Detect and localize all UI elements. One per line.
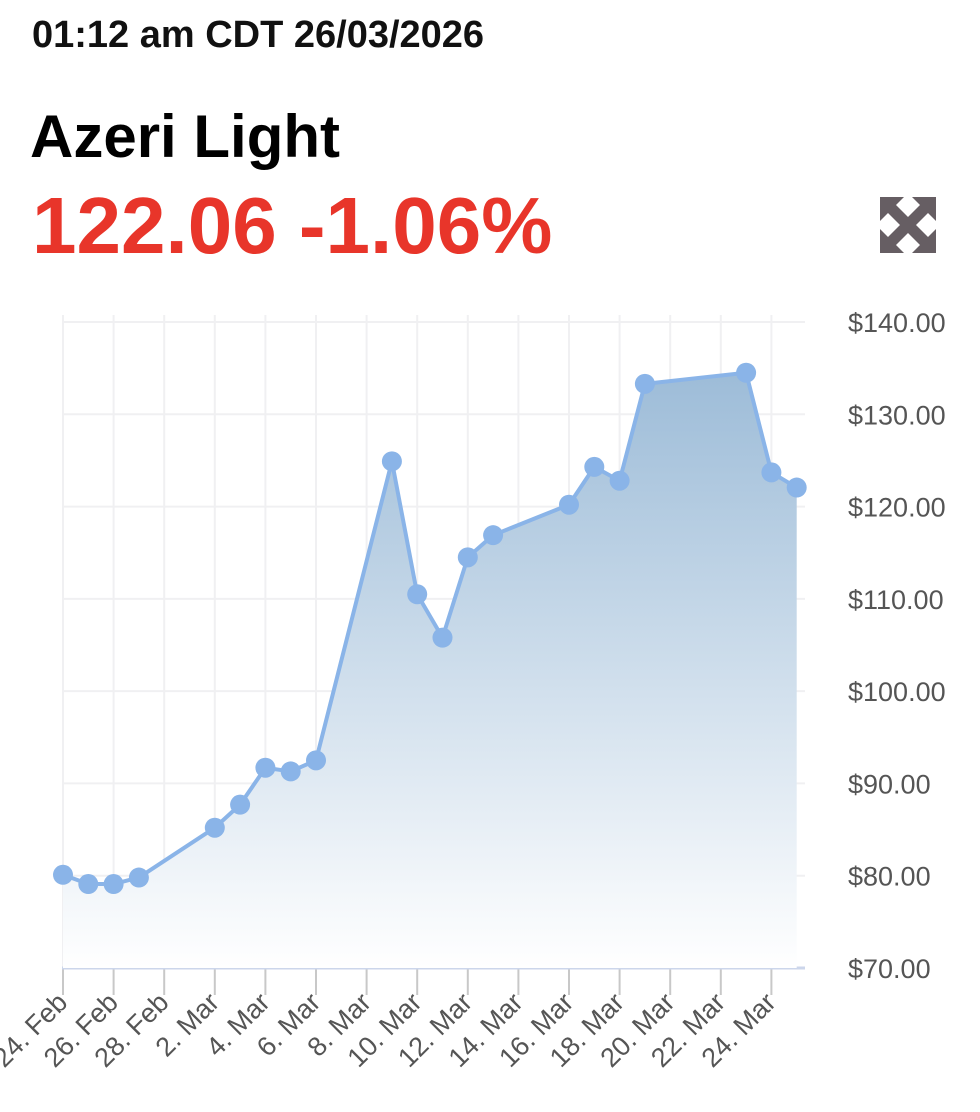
data-point [230,794,251,815]
y-tick-label: $110.00 [848,585,944,615]
data-point [306,750,326,771]
data-point [609,470,630,491]
instrument-name: Azeri Light [30,103,340,170]
data-point [457,547,478,568]
data-point [381,451,402,472]
data-point [78,874,99,895]
data-point [128,867,149,888]
data-point [483,525,504,546]
y-tick-label: $90.00 [848,769,931,799]
data-point [634,373,655,394]
area-fill [63,372,797,968]
data-point [786,477,807,498]
expand-arrows-icon[interactable] [878,195,938,255]
y-tick-label: $80.00 [848,862,931,892]
data-point [584,456,605,477]
data-point [761,462,782,483]
data-point [255,757,276,778]
y-tick-label: $100.00 [848,677,946,707]
y-tick-label: $140.00 [848,308,946,338]
data-point [559,494,579,515]
y-tick-label: $70.00 [848,954,931,984]
data-point [53,864,73,885]
data-point [280,761,301,782]
y-tick-label: $130.00 [848,400,946,430]
timestamp: 01:12 am CDT 26/03/2026 [32,14,485,56]
price-change: 122.06 -1.06% [32,181,553,270]
data-point [736,362,757,383]
y-tick-label: $120.00 [848,493,946,523]
data-point [432,627,453,648]
data-point [103,874,124,895]
data-point [204,817,225,838]
data-point [407,584,428,605]
